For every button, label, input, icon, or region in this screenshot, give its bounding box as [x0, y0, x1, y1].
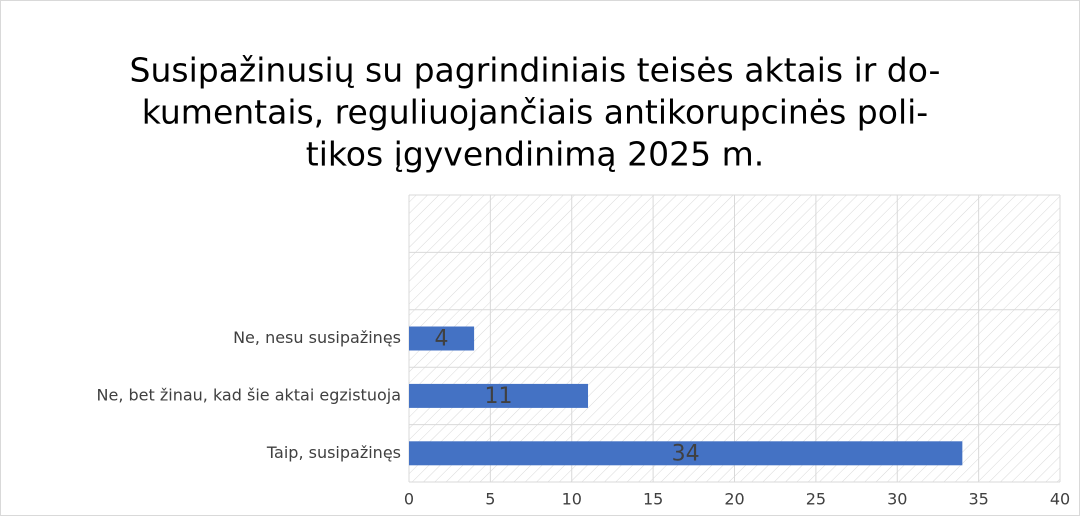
x-tick-label: 40	[1050, 490, 1070, 509]
chart-title: tikos įgyvendinimą 2025 m.	[306, 135, 764, 174]
x-tick-label: 35	[968, 490, 988, 509]
x-tick-label: 30	[887, 490, 907, 509]
y-tick-label: Ne, nesu susipažinęs	[233, 328, 401, 347]
x-tick-label: 10	[562, 490, 582, 509]
x-tick-label: 15	[643, 490, 663, 509]
chart-title: Susipažinusių su pagrindiniais teisės ak…	[130, 51, 941, 90]
chart-title: kumentais, reguliuojančiais antikorupcin…	[142, 93, 928, 132]
y-tick-label: Taip, susipažinęs	[266, 443, 401, 462]
y-tick-label: Ne, bet žinau, kad šie aktai egzistuoja	[97, 385, 402, 404]
x-tick-label: 0	[404, 490, 414, 509]
bar	[409, 441, 963, 466]
x-tick-label: 20	[724, 490, 744, 509]
data-label: 11	[485, 384, 513, 409]
x-tick-label: 25	[806, 490, 826, 509]
x-tick-label: 5	[485, 490, 495, 509]
bar	[409, 383, 589, 408]
data-label: 4	[435, 327, 449, 352]
bar	[409, 326, 475, 351]
data-label: 34	[672, 441, 700, 466]
